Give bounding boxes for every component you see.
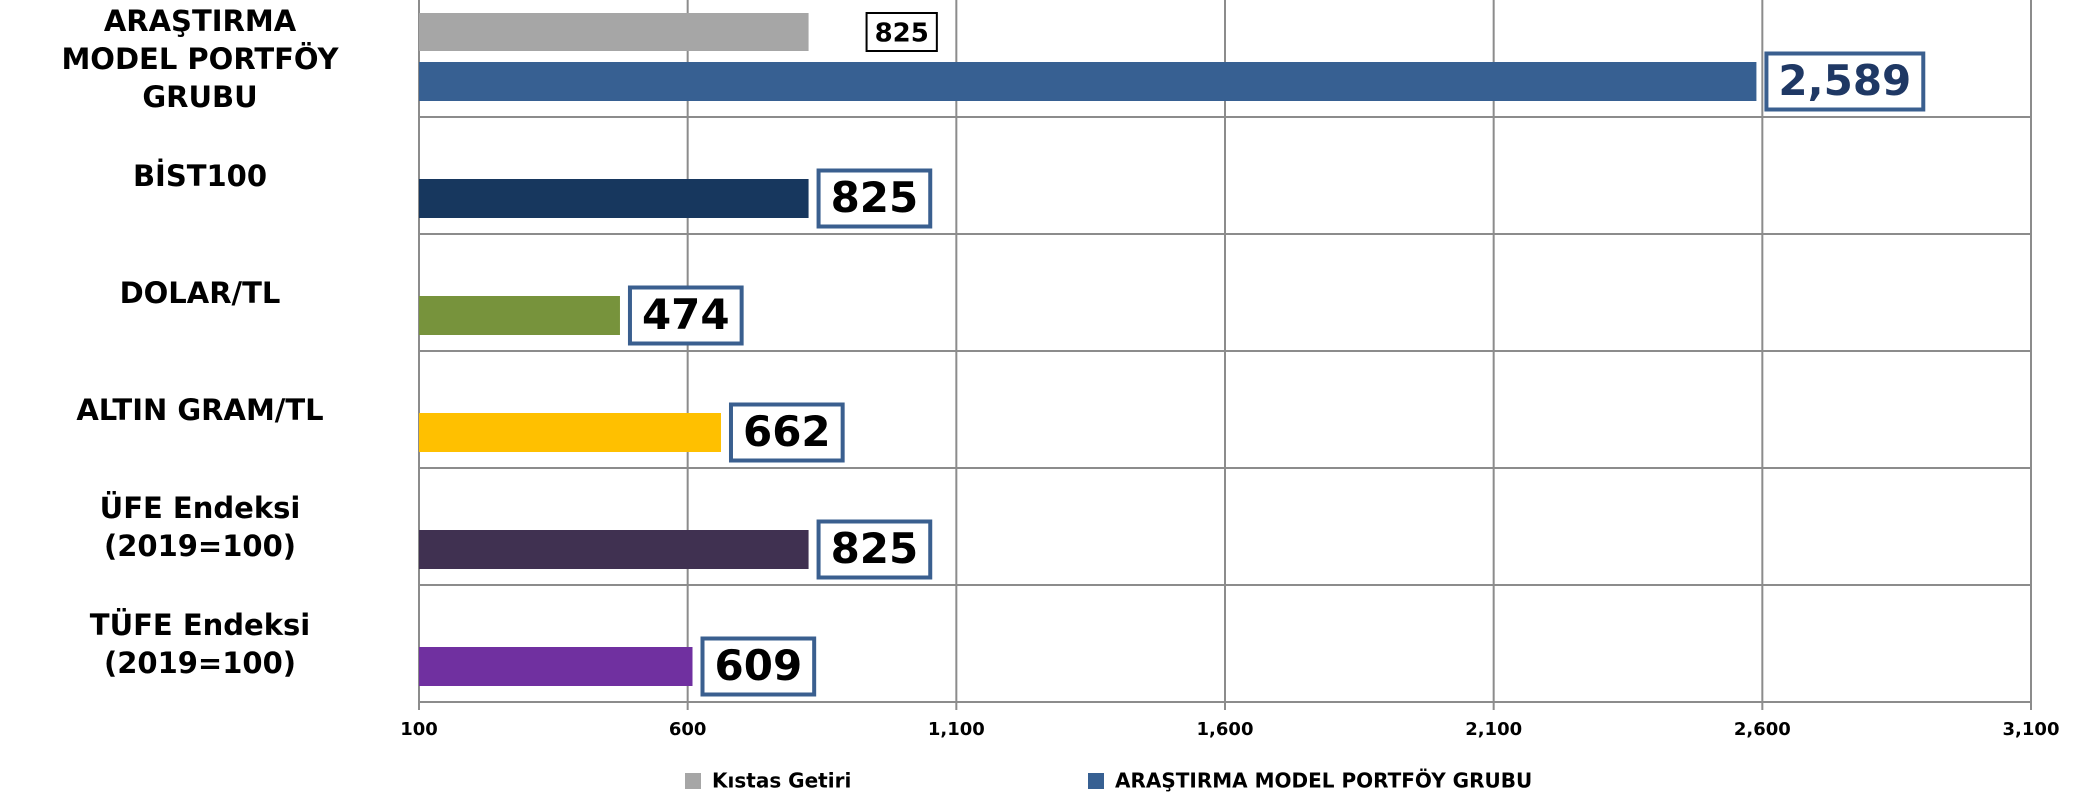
value-label-group: 825: [816, 168, 933, 229]
value-label-box: [816, 168, 933, 229]
legend-label: Kıstas Getiri: [712, 769, 851, 793]
value-label-box: [816, 519, 933, 580]
x-tick-label: 2,600: [1734, 719, 1791, 740]
legend-swatch: [1088, 773, 1104, 789]
value-label-box: [1764, 51, 1926, 112]
x-tick-label: 600: [669, 719, 707, 740]
value-label-group: 825: [865, 12, 938, 52]
value-label-group: 2,589: [1764, 51, 1926, 112]
value-label: 825: [875, 19, 929, 49]
legend-label: ARAŞTIRMA MODEL PORTFÖY GRUBU: [1115, 769, 1532, 793]
value-label-group: 825: [816, 519, 933, 580]
value-label-box: [728, 402, 845, 463]
bar: [419, 647, 693, 686]
x-tick-label: 1,100: [928, 719, 985, 740]
value-label: 825: [831, 173, 919, 222]
value-label-group: 474: [627, 285, 744, 346]
legend-swatch: [685, 773, 701, 789]
value-label: 825: [831, 524, 919, 573]
x-tick-label: 3,100: [2003, 719, 2060, 740]
value-label: 662: [743, 407, 831, 456]
value-label-box: [700, 636, 817, 697]
x-tick-label: 2,100: [1465, 719, 1522, 740]
value-label-group: 609: [700, 636, 817, 697]
category-label: ARAŞTIRMA MODEL PORTFÖY GRUBU: [61, 3, 339, 114]
category-label: TÜFE Endeksi (2019=100): [89, 607, 311, 680]
category-label: ALTIN GRAM/TL: [76, 392, 324, 427]
category-label: DOLAR/TL: [119, 275, 281, 310]
bar: [419, 413, 721, 452]
value-label-box: [865, 12, 938, 52]
category-label: ÜFE Endeksi (2019=100): [99, 490, 301, 563]
value-label: 2,589: [1778, 56, 1911, 105]
value-label: 609: [715, 641, 803, 690]
bar: [419, 62, 1757, 101]
bar: [419, 13, 809, 51]
value-label-group: 662: [728, 402, 845, 463]
bar: [419, 530, 809, 569]
bar: [419, 296, 620, 335]
x-tick-label: 100: [400, 719, 438, 740]
x-tick-label: 1,600: [1197, 719, 1254, 740]
value-label: 474: [642, 290, 730, 339]
bar: [419, 179, 809, 218]
category-label: BİST100: [132, 158, 268, 193]
value-label-box: [627, 285, 744, 346]
